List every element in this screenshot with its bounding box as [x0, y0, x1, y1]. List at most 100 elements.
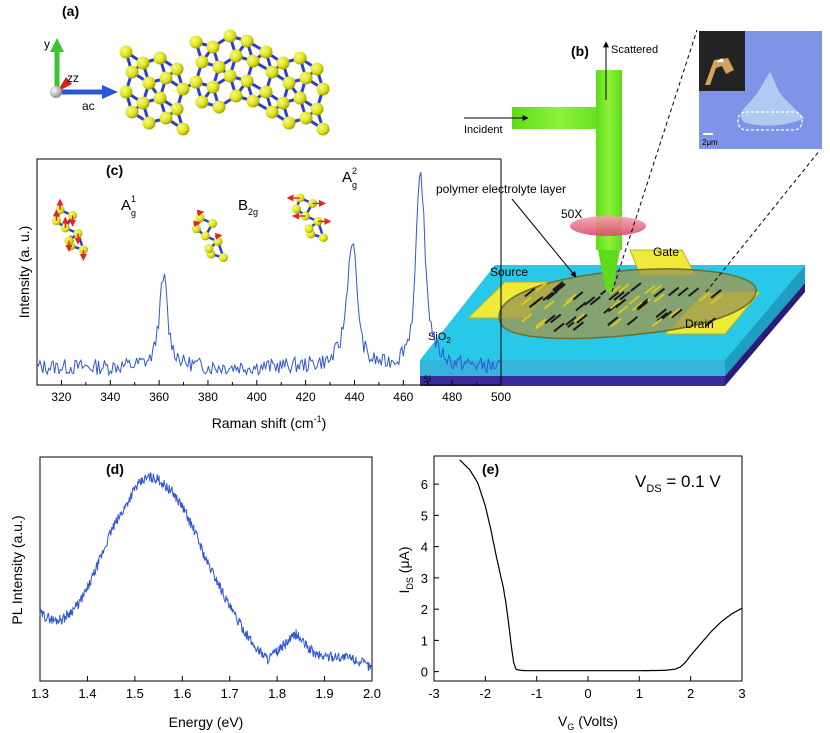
phosphorus-atom	[119, 45, 133, 59]
plot-frame-d	[39, 456, 373, 682]
phosphorus-atom	[259, 85, 273, 99]
flake-segment	[554, 283, 566, 293]
flake-segment	[543, 299, 555, 310]
objective-label: 50X	[561, 207, 582, 221]
phosphorus-atom	[310, 62, 324, 76]
x-tick-label-e: -1	[531, 686, 543, 701]
flake-segment	[565, 293, 577, 304]
phosphorus-atom	[125, 65, 139, 79]
flake-segment	[667, 286, 680, 297]
phosphorus-atom	[212, 60, 226, 74]
flake-segment	[552, 281, 564, 291]
flake-segment	[546, 290, 558, 301]
flake-segment	[535, 318, 547, 328]
flake-segment	[704, 317, 716, 327]
flake-segment	[619, 291, 631, 301]
inset-thumb-electrodes	[705, 58, 734, 85]
flake-segment	[550, 313, 562, 324]
x-tick-label-e: -2	[480, 686, 492, 701]
y-axis-label-c: Intensity (a. u.)	[16, 226, 32, 319]
phosphorus-atom	[229, 89, 243, 103]
peak-label-a1g: A1 g	[121, 194, 136, 218]
axis-ac-label: ac	[82, 99, 95, 113]
flake-segment	[610, 317, 622, 328]
x-tick-label-c: 500	[491, 390, 511, 404]
phosphorus-atom	[293, 91, 307, 105]
mode-icon-a2g	[286, 193, 332, 243]
flake-segment	[631, 301, 643, 312]
mode-atom	[304, 224, 314, 234]
phosphorus-atom	[159, 111, 173, 125]
flake-segment	[655, 308, 667, 318]
flake-segment	[608, 290, 620, 301]
mode-atom	[200, 231, 210, 241]
mode-atom	[218, 253, 228, 263]
phosphorus-atom	[282, 76, 296, 90]
flake-segment	[565, 316, 577, 326]
phosphorus-atom	[195, 95, 209, 109]
ticks-e: -3 -2 -1 0 1 2 3 0 1 2 3 4 5 6	[421, 477, 746, 701]
panel-label-c: (c)	[106, 162, 123, 178]
x-tick-label-e: 2	[687, 686, 694, 701]
flake-segment	[636, 300, 649, 311]
x-axis-label-d: Energy (eV)	[169, 714, 244, 730]
phosphorus-atom	[170, 62, 184, 76]
inset-guide-right	[705, 149, 821, 293]
x-tick-label-e: 3	[738, 686, 745, 701]
incident-label: Incident	[464, 124, 503, 136]
gate-label: Gate	[653, 245, 679, 259]
x-tick-label-d: 1.9	[316, 686, 334, 701]
flake-segment	[668, 308, 681, 318]
x-tick-label-d: 1.6	[173, 686, 191, 701]
phosphorus-atom	[176, 82, 190, 96]
phosphorus-atom	[293, 51, 307, 65]
x-tick-label-e: 0	[584, 686, 591, 701]
panel-label-d: (d)	[106, 461, 124, 477]
y-axis-label-e: IDS (μA)	[396, 546, 415, 593]
axis-ac-arrowhead	[102, 85, 118, 99]
peak-label-a2g: A2 g	[342, 166, 357, 190]
flake-segment	[660, 310, 673, 321]
panel-c: (c) 320 340 360 380 400 420 440 460 480 500 Inten…	[16, 158, 511, 431]
flake-segment	[575, 301, 587, 312]
x-tick-label-c: 480	[442, 390, 462, 404]
drain-label: Drain	[685, 317, 714, 331]
flake-segment	[653, 293, 665, 303]
objective-lens	[570, 216, 646, 236]
panel-e: (e) -3 -2 -1 0 1 2 3 0 1 2 3 4 5 6 VDS = 0.1 V IDS (μ…	[396, 455, 746, 732]
crystal-atoms	[119, 29, 330, 136]
y-tick-label-e: 3	[421, 571, 428, 586]
phosphorus-atom	[189, 75, 203, 89]
flake-segment	[677, 286, 689, 297]
flake-segment	[544, 314, 556, 325]
phosphorus-atom	[206, 40, 220, 54]
axis-zz-label: zz	[67, 71, 79, 85]
phosphorus-atom	[136, 96, 150, 110]
mode-arrow	[214, 232, 223, 240]
vds-annotation: VDS = 0.1 V	[635, 472, 721, 495]
x-tick-label-d: 1.7	[221, 686, 239, 701]
pl-spectrum	[39, 471, 373, 671]
flake-segment	[653, 287, 666, 298]
phosphorus-atom	[195, 55, 209, 69]
flake-segment	[618, 283, 630, 293]
flake-segment	[614, 298, 627, 309]
focused-beam	[598, 250, 620, 292]
inset-dashed-region	[737, 111, 803, 131]
flake-segment	[626, 316, 639, 326]
flake-segment	[535, 282, 547, 292]
axis-zz-arrow	[57, 77, 72, 92]
si-front	[420, 376, 725, 386]
phosphorus-atom	[282, 116, 296, 130]
mode-atom	[195, 213, 205, 223]
mode-atom	[213, 236, 223, 246]
phosphorus-atom	[259, 45, 273, 59]
phosphorene-flakes	[520, 281, 722, 333]
x-tick-label-c: 380	[198, 390, 218, 404]
peak-label-b2g: B2g	[238, 197, 258, 217]
x-axis-label-e: VG (Volts)	[558, 713, 618, 732]
phosphorus-atom	[223, 69, 237, 83]
flake-segment	[542, 291, 554, 302]
flake-segment	[572, 321, 584, 331]
flake-segment	[644, 284, 656, 295]
